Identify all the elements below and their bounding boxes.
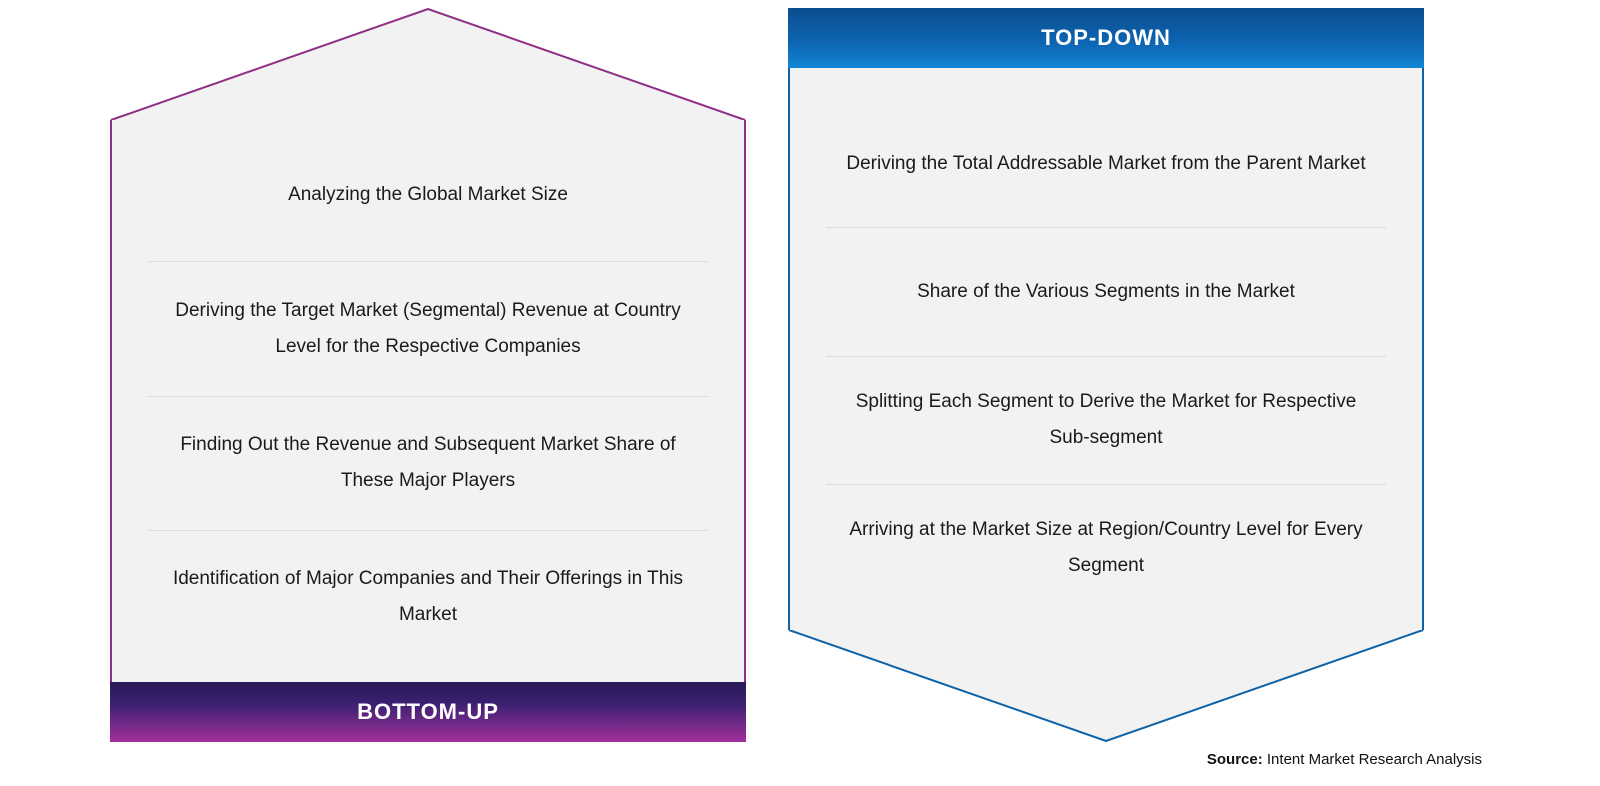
panel-bottom-up: Analyzing the Global Market Size Derivin… — [110, 8, 746, 742]
source-text: Intent Market Research Analysis — [1267, 751, 1482, 768]
panel-top-down: TOP-DOWN Deriving the Total Addressable … — [788, 8, 1424, 742]
diagram-stage: Analyzing the Global Market Size Derivin… — [0, 0, 1600, 786]
list-item: Analyzing the Global Market Size — [148, 128, 708, 261]
top-down-items: Deriving the Total Addressable Market fr… — [826, 100, 1386, 612]
top-down-title-bar: TOP-DOWN — [788, 8, 1424, 68]
bottom-up-title: BOTTOM-UP — [357, 699, 499, 725]
list-item: Splitting Each Segment to Derive the Mar… — [826, 356, 1386, 484]
bottom-up-items: Analyzing the Global Market Size Derivin… — [148, 128, 708, 664]
panel-body-right: Deriving the Total Addressable Market fr… — [788, 68, 1424, 630]
bottom-up-title-bar: BOTTOM-UP — [110, 682, 746, 742]
list-item: Arriving at the Market Size at Region/Co… — [826, 484, 1386, 612]
roof-up-icon — [110, 8, 746, 120]
list-item: Finding Out the Revenue and Subsequent M… — [148, 396, 708, 530]
source-label: Source: — [1207, 751, 1263, 768]
roof-down-icon — [788, 630, 1424, 742]
list-item: Deriving the Total Addressable Market fr… — [826, 100, 1386, 227]
list-item: Identification of Major Companies and Th… — [148, 530, 708, 664]
source-attribution: Source: Intent Market Research Analysis — [1207, 751, 1482, 768]
list-item: Deriving the Target Market (Segmental) R… — [148, 261, 708, 395]
panel-body-left: Analyzing the Global Market Size Derivin… — [110, 120, 746, 682]
list-item: Share of the Various Segments in the Mar… — [826, 227, 1386, 355]
top-down-title: TOP-DOWN — [1041, 25, 1171, 51]
